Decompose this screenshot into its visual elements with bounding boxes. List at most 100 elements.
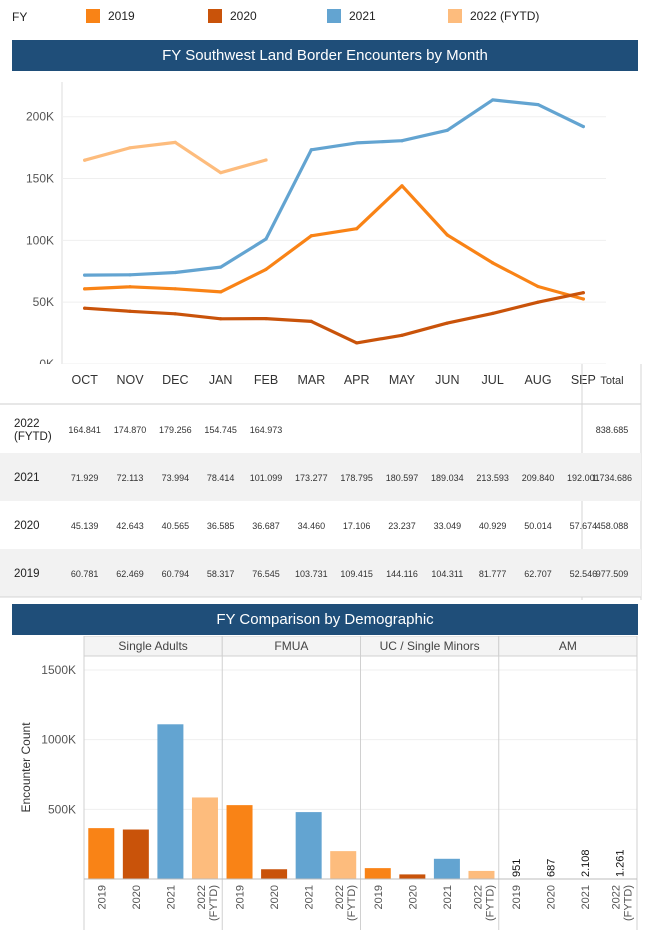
x-tick-fmua-2022-0: 2022 — [334, 885, 346, 909]
data-point-2022-fytd-dec — [173, 140, 177, 144]
cell-2021-mar: 173.277 — [295, 473, 328, 483]
month-header-sep: SEP — [571, 373, 596, 387]
panel-title-fmua: FMUA — [274, 639, 308, 653]
x-tick-fmua-fytd-1: (FYTD) — [346, 885, 358, 921]
x-tick-am-2021-0: 2021 — [580, 885, 592, 909]
data-point-2020-jul — [491, 311, 495, 315]
cell-2019-may: 144.116 — [386, 569, 418, 579]
data-point-2020-jun — [445, 321, 449, 325]
cell-2019-nov: 62.469 — [116, 569, 144, 579]
cell-2022-fytd-jan: 154.745 — [204, 425, 237, 435]
month-header-mar: MAR — [297, 373, 325, 387]
cell-2020-sep: 57.674 — [570, 521, 598, 531]
x-tick-uc-single-minors-2022-0: 2022 — [472, 885, 484, 909]
y-tick-label-200k: 200K — [26, 110, 54, 124]
month-header-jul: JUL — [482, 373, 504, 387]
row-header-fytd: (FYTD) — [14, 431, 52, 443]
data-point-2022-fytd-oct — [83, 158, 87, 162]
data-point-2020-aug — [536, 300, 540, 304]
series-line-2020 — [83, 291, 585, 345]
data-point-2021-nov — [128, 273, 132, 277]
data-point-2020-dec — [173, 312, 177, 316]
data-point-2020-apr — [355, 341, 359, 345]
month-header-dec: DEC — [162, 373, 188, 387]
legend-item-2020[interactable]: 2020 — [208, 8, 257, 24]
bar-value-label-am-2019: 951 — [511, 859, 523, 877]
bar-value-label-am-2021: 2.108 — [580, 849, 592, 877]
table-row-band-2021 — [0, 453, 641, 501]
data-point-2020-sep — [581, 291, 585, 295]
panel-title-single-adults: Single Adults — [118, 639, 187, 653]
x-tick-single-adults-2019-0: 2019 — [96, 885, 108, 909]
cell-2021-feb: 101.099 — [250, 473, 283, 483]
data-point-2019-dec — [173, 287, 177, 291]
series-line-2021 — [83, 98, 585, 277]
cell-2022-fytd-oct: 164.841 — [68, 425, 101, 435]
bar-uc-single-minors-2019 — [364, 868, 391, 879]
cell-2022-fytd-nov: 174.870 — [114, 425, 147, 435]
month-header-nov: NOV — [116, 373, 144, 387]
legend-item-2021[interactable]: 2021 — [327, 8, 376, 24]
data-point-2021-oct — [83, 273, 87, 277]
x-tick-single-adults-2020-0: 2020 — [131, 885, 143, 909]
panel-title-uc-single-minors: UC / Single Minors — [380, 639, 480, 653]
x-tick-single-adults-2021-0: 2021 — [165, 885, 177, 909]
cell-2021-jun: 189.034 — [431, 473, 464, 483]
cell-2021-nov: 72.113 — [117, 473, 144, 483]
data-point-2021-jun — [445, 128, 449, 132]
x-tick-uc-single-minors-fytd-1: (FYTD) — [484, 885, 496, 921]
cell-total-2020: 458.088 — [596, 521, 629, 531]
x-tick-fmua-2021-0: 2021 — [304, 885, 316, 909]
cell-2020-apr: 17.106 — [343, 521, 371, 531]
x-tick-am-2019-0: 2019 — [511, 885, 523, 909]
data-point-2020-feb — [264, 317, 268, 321]
cell-2019-jun: 104.311 — [431, 569, 463, 579]
x-tick-single-adults-fytd-1: (FYTD) — [208, 885, 220, 921]
data-point-2019-sep — [581, 297, 585, 301]
cell-2019-mar: 103.731 — [295, 569, 328, 579]
x-tick-fmua-2019-0: 2019 — [235, 885, 247, 909]
month-header-apr: APR — [344, 373, 370, 387]
data-point-2021-apr — [355, 141, 359, 145]
bar-fmua-2020 — [261, 869, 288, 879]
legend-title: FY — [12, 10, 28, 24]
legend-item-2022-fytd[interactable]: 2022 (FYTD) — [448, 8, 539, 24]
data-point-2019-nov — [128, 285, 132, 289]
cell-2019-jan: 58.317 — [207, 569, 235, 579]
legend-swatch-2022-fytd — [448, 9, 462, 23]
line-chart-title-banner: FY Southwest Land Border Encounters by M… — [12, 40, 638, 71]
cell-2021-jan: 78.414 — [207, 473, 235, 483]
x-tick-am-2020-0: 2020 — [546, 885, 558, 909]
data-point-2019-jun — [445, 233, 449, 237]
data-point-2020-jan — [219, 317, 223, 321]
cell-2021-jul: 213.593 — [476, 473, 509, 483]
data-point-2020-nov — [128, 309, 132, 313]
month-header-jan: JAN — [209, 373, 233, 387]
x-tick-single-adults-2022-0: 2022 — [196, 885, 208, 909]
legend-swatch-2019 — [86, 9, 100, 23]
bar-fmua-2019 — [226, 805, 253, 879]
data-point-2021-feb — [264, 237, 268, 241]
series-line-2019 — [83, 184, 585, 301]
bar-y-tick-500k: 500K — [48, 802, 76, 816]
bar-value-label-am-2020: 687 — [546, 859, 558, 877]
y-tick-label-150k: 150K — [26, 172, 54, 186]
legend-label-2019: 2019 — [108, 9, 135, 23]
monthly-encounters-line-chart: 0K50K100K150K200KOCTNOVDECJANFEBMARAPRMA… — [0, 82, 649, 600]
cell-2020-mar: 34.460 — [298, 521, 326, 531]
row-header-2019: 2019 — [14, 568, 40, 580]
legend-item-2019[interactable]: 2019 — [86, 8, 135, 24]
data-point-2019-may — [400, 184, 404, 188]
cell-2020-feb: 36.687 — [252, 521, 280, 531]
data-point-2022-fytd-feb — [264, 158, 268, 162]
cell-2020-jul: 40.929 — [479, 521, 507, 531]
cell-2020-aug: 50.014 — [524, 521, 552, 531]
bar-value-label-am-2022-fytd: 1.261 — [615, 849, 627, 877]
data-point-2021-jan — [219, 265, 223, 269]
cell-2021-dec: 73.994 — [162, 473, 190, 483]
bar-single-adults-2020 — [122, 829, 149, 879]
data-point-2019-oct — [83, 287, 87, 291]
x-tick-fmua-2020-0: 2020 — [269, 885, 281, 909]
bar-y-tick-1500k: 1500K — [41, 663, 76, 677]
cell-total-2019: 977.509 — [596, 569, 629, 579]
